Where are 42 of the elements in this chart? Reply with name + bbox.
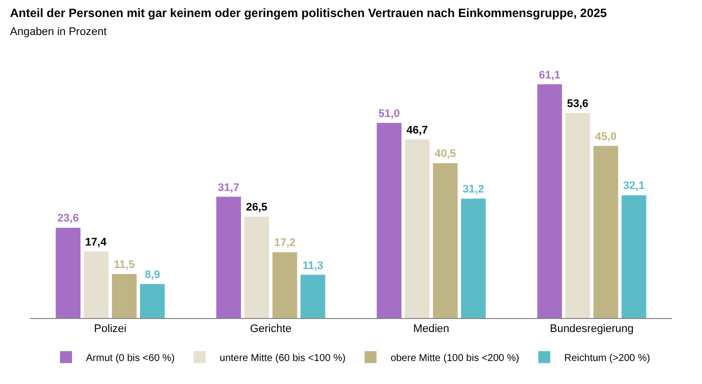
data-label: 51,0 bbox=[378, 108, 400, 120]
bar bbox=[537, 84, 562, 318]
data-label: 17,2 bbox=[274, 237, 296, 250]
data-label: 17,4 bbox=[85, 236, 108, 248]
legend-label: Reichtum (>200 %) bbox=[564, 353, 650, 364]
bar bbox=[376, 122, 402, 318]
x-tick-label: Gerichte bbox=[250, 323, 292, 336]
chart-title: Anteil der Personen mit gar keinem oder geringem politischen Vertrauen nach Einkommensgruppe, 2025 bbox=[10, 6, 608, 20]
bar bbox=[622, 195, 646, 318]
bar bbox=[432, 163, 458, 318]
bar bbox=[56, 228, 80, 318]
data-label: 11,5 bbox=[114, 259, 135, 272]
x-tick-label: Polizei bbox=[94, 323, 126, 336]
data-label: 31,7 bbox=[218, 182, 240, 194]
bar bbox=[565, 112, 590, 318]
legend-label: untere Mitte (60 bis <100 %) bbox=[220, 353, 346, 364]
bar bbox=[593, 146, 618, 318]
data-label: 26,5 bbox=[246, 202, 268, 214]
bar bbox=[244, 216, 270, 318]
data-label: 23,6 bbox=[57, 212, 79, 225]
legend-label: obere Mitte (100 bis <200 %) bbox=[390, 353, 520, 364]
data-label: 61,1 bbox=[538, 69, 560, 82]
bar bbox=[140, 284, 165, 318]
data-label: 46,7 bbox=[406, 124, 428, 136]
bar bbox=[404, 139, 430, 318]
bar bbox=[112, 274, 137, 318]
data-label: 32,1 bbox=[623, 180, 645, 192]
bar bbox=[461, 198, 486, 318]
bar bbox=[216, 196, 241, 318]
data-label: 45,0 bbox=[595, 130, 617, 143]
x-tick-label: Bundesregierung bbox=[550, 323, 634, 336]
data-label: 31,2 bbox=[462, 184, 484, 196]
data-label: 11,3 bbox=[302, 260, 324, 272]
chart-subtitle: Angaben in Prozent bbox=[10, 26, 107, 38]
data-label: 53,6 bbox=[566, 98, 588, 110]
bar bbox=[84, 251, 109, 318]
bar bbox=[272, 252, 298, 318]
data-label: 40,5 bbox=[434, 148, 456, 160]
bar bbox=[300, 274, 326, 318]
data-label: 8,9 bbox=[144, 268, 160, 281]
x-tick-label: Medien bbox=[413, 323, 450, 336]
legend-label: Armut (0 bis <60 %) bbox=[86, 353, 175, 364]
